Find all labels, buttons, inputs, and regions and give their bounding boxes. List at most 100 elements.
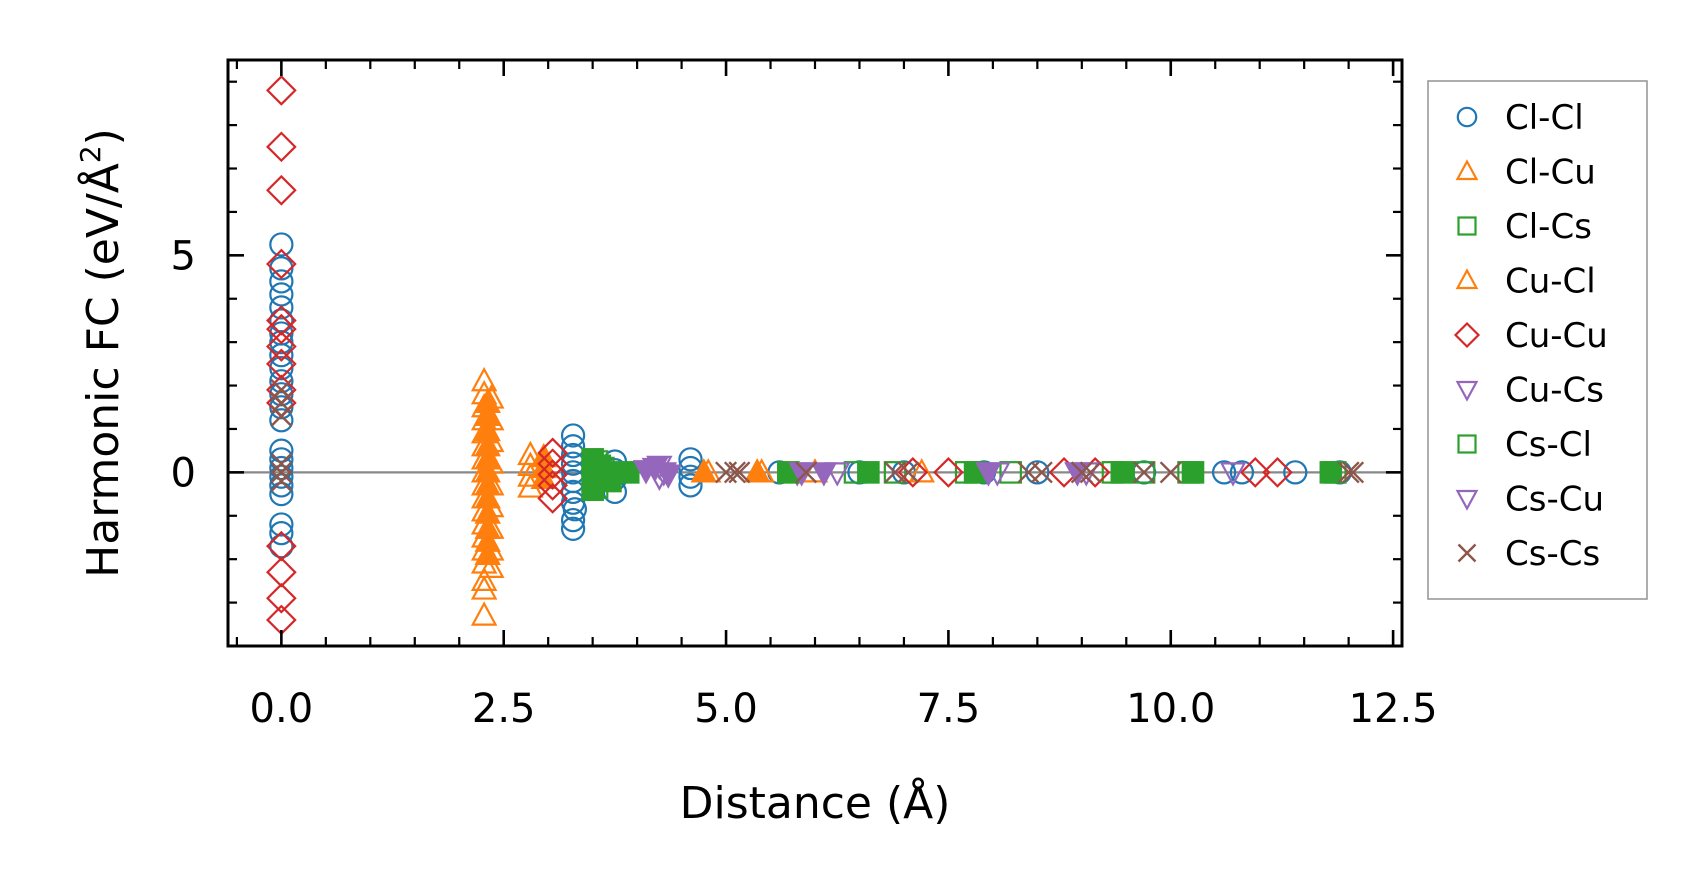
point-cl-cl	[1211, 460, 1237, 485]
point-cs-cs	[723, 461, 747, 484]
series-cs-cu	[632, 457, 1091, 489]
point-cl-cl	[269, 356, 294, 381]
point-cl-cl	[269, 521, 294, 546]
point-cl-cl	[269, 232, 294, 257]
point-cu-cu	[537, 483, 568, 514]
point-cs-cl	[1110, 461, 1134, 484]
point-cl-cl	[1025, 460, 1050, 485]
point-cl-cl	[269, 395, 294, 420]
point-cu-cs	[1219, 462, 1247, 487]
point-cs-cs	[270, 404, 293, 427]
legend-entry-cu-cs: Cu-Cs	[1455, 371, 1604, 411]
point-cl-cl	[678, 447, 703, 472]
point-cu-cu	[1239, 457, 1271, 488]
legend-label-cs-cs: Cs-Cs	[1505, 534, 1600, 574]
x-tick-label: 10.0	[1126, 686, 1215, 732]
point-cl-cl	[269, 408, 294, 433]
legend-entry-cs-cl: Cs-Cl	[1457, 425, 1592, 465]
point-cu-cs	[823, 462, 851, 487]
legend-marker-cl-cu	[1455, 159, 1479, 181]
point-cl-cl	[269, 473, 294, 498]
point-cs-cl	[616, 461, 640, 484]
point-cl-cl	[269, 447, 294, 472]
point-cl-cu	[470, 601, 498, 626]
point-cs-cs	[1159, 461, 1182, 484]
point-cl-cl	[269, 330, 294, 355]
point-cu-cu	[537, 470, 568, 501]
legend: Cl-Cl Cl-Cu Cl-Cs Cu-Cl Cu-Cu Cu-Cs Cs-Cl Cs-Cu…	[1427, 80, 1648, 600]
point-cl-cs	[1132, 461, 1156, 484]
legend-marker-cs-cl	[1457, 434, 1477, 454]
point-cl-cu	[470, 575, 498, 600]
point-cl-cl	[269, 464, 294, 489]
point-cu-cl	[690, 458, 718, 483]
point-cs-cs	[795, 461, 818, 484]
point-cs-cs	[897, 461, 920, 484]
point-cu-cl	[474, 540, 501, 565]
point-cu-cu	[266, 582, 297, 614]
point-cl-cl	[269, 269, 294, 294]
point-cl-cu	[478, 553, 505, 578]
legend-label-cs-cl: Cs-Cl	[1505, 425, 1592, 465]
point-cl-cl	[560, 434, 586, 459]
point-cl-cl	[560, 507, 586, 533]
series-cs-cl	[581, 448, 1343, 502]
point-cu-cu	[266, 131, 297, 163]
point-cs-cs	[1079, 461, 1102, 484]
point-cu-cl	[530, 464, 557, 489]
legend-marker-cu-cl	[1455, 268, 1479, 290]
legend-label-cu-cu: Cu-Cu	[1505, 316, 1608, 356]
legend-entry-cl-cl: Cl-Cl	[1456, 98, 1584, 138]
point-cl-cu	[470, 366, 498, 392]
point-cu-cu	[266, 75, 297, 106]
legend-entry-cu-cl: Cu-Cl	[1455, 262, 1596, 302]
x-tick-label: 7.5	[917, 686, 981, 732]
point-cu-cu	[266, 174, 297, 206]
legend-label-cl-cs: Cl-Cs	[1505, 207, 1592, 247]
point-cl-cl	[269, 438, 294, 463]
legend-marker-cs-cs	[1457, 543, 1477, 563]
y-tick-label: 0	[171, 450, 196, 496]
legend-label-cu-cl: Cu-Cl	[1505, 262, 1596, 302]
point-cs-cu	[632, 460, 660, 485]
point-cs-cs	[728, 461, 751, 484]
point-cl-cl	[269, 295, 294, 320]
point-cs-cl	[1319, 461, 1343, 484]
point-cs-cs	[1337, 461, 1360, 484]
point-cu-cu	[933, 457, 964, 488]
point-cu-cu	[1262, 457, 1293, 488]
legend-marker-cl-cs	[1457, 216, 1477, 236]
point-cl-cl	[269, 369, 294, 394]
series-cs-cs	[270, 378, 1365, 493]
point-cl-cl	[560, 516, 586, 541]
point-cl-cl	[269, 256, 294, 281]
x-tick-label: 2.5	[472, 686, 536, 732]
point-cs-cs	[270, 461, 293, 484]
point-cl-cl	[1229, 460, 1255, 485]
point-cs-cl	[857, 461, 880, 484]
x-tick-label: 0.0	[250, 686, 314, 732]
point-cs-cs	[270, 470, 293, 493]
legend-label-cl-cl: Cl-Cl	[1505, 98, 1584, 138]
x-axis-label: Distance (Å)	[680, 776, 951, 829]
y-axis-label-main: Harmonic FC (eV/Å	[76, 163, 129, 578]
legend-entry-cl-cs: Cl-Cs	[1457, 207, 1592, 247]
point-cl-cl	[678, 473, 703, 498]
legend-entry-cs-cs: Cs-Cs	[1457, 534, 1600, 574]
y-tick-label: 5	[171, 233, 196, 279]
point-cl-cs	[999, 461, 1022, 484]
data-points-layer	[266, 75, 1365, 636]
point-cs-cu	[810, 462, 838, 487]
legend-label-cu-cs: Cu-Cs	[1505, 371, 1604, 411]
point-cs-cs	[1342, 461, 1365, 484]
series-cu-cl	[474, 388, 771, 565]
legend-entry-cu-cu: Cu-Cu	[1453, 316, 1608, 356]
point-cs-cs	[1030, 461, 1053, 484]
point-cs-cs	[1133, 461, 1156, 484]
point-cu-cu	[266, 313, 297, 345]
x-tick-labels: 0.0 2.5 5.0 7.5 10.0 12.5	[250, 686, 1438, 732]
point-cu-cu	[266, 248, 297, 280]
y-axis-label-superscript: 2	[74, 145, 107, 163]
